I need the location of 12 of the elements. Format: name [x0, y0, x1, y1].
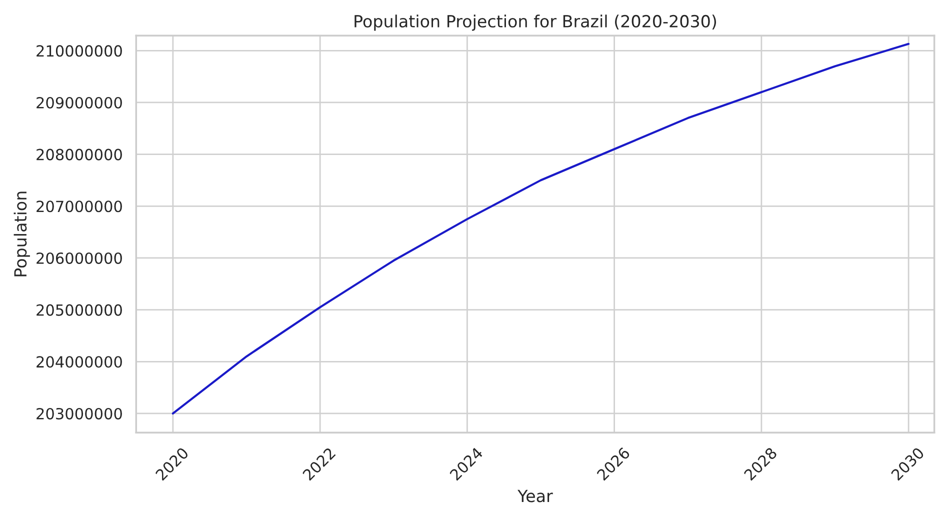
- y-tick-label: 208000000: [36, 148, 122, 160]
- chart-title: Population Projection for Brazil (2020-2030): [354, 14, 716, 31]
- x-axis-title: Year: [518, 490, 553, 502]
- y-tick-label: 203000000: [36, 408, 122, 420]
- y-tick-label: 204000000: [36, 356, 122, 368]
- y-tick-label: 206000000: [36, 252, 122, 264]
- y-axis-title: Population: [14, 192, 30, 276]
- y-tick-label: 205000000: [36, 304, 122, 316]
- y-tick-label: 209000000: [36, 96, 122, 109]
- y-tick-label: 207000000: [36, 200, 122, 212]
- line-series: [172, 42, 910, 415]
- y-tick-label: 210000000: [36, 45, 122, 57]
